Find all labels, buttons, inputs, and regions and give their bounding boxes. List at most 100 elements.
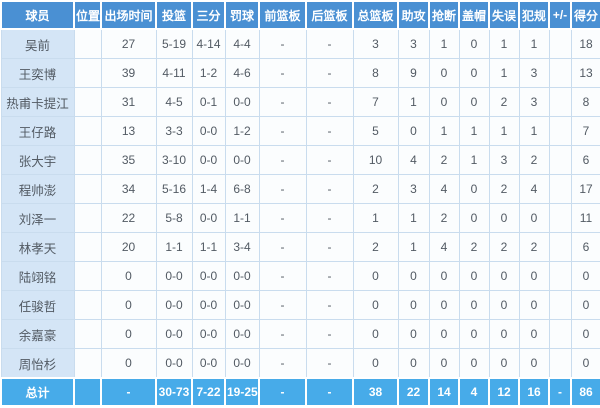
- cell-points: 7: [570, 116, 600, 146]
- cell-minutes: 0: [100, 319, 157, 349]
- cell-plus-minus: [548, 319, 572, 349]
- cell-plus-minus: [548, 87, 572, 117]
- cell-assists: 9: [397, 58, 430, 88]
- totals-cell-offensive-rebounds: -: [258, 377, 307, 407]
- cell-field-goals: 3-10: [155, 145, 193, 175]
- cell-minutes: 22: [100, 203, 157, 233]
- cell-minutes: 39: [100, 58, 157, 88]
- column-header-minutes: 出场时间: [100, 0, 157, 30]
- cell-steals: 0: [428, 348, 460, 379]
- cell-free-throws: 0-0: [224, 290, 260, 320]
- cell-field-goals: 0-0: [155, 348, 193, 379]
- cell-blocks: 0: [458, 58, 490, 88]
- cell-points: 13: [570, 58, 600, 88]
- cell-turnovers: 1: [488, 116, 520, 146]
- cell-steals: 0: [428, 58, 460, 88]
- cell-offensive-rebounds: -: [258, 174, 307, 204]
- cell-player: 周怡杉: [0, 348, 75, 379]
- cell-steals: 0: [428, 87, 460, 117]
- cell-steals: 2: [428, 203, 460, 233]
- cell-three-pointers: 0-0: [191, 319, 226, 349]
- cell-position: [73, 348, 102, 379]
- cell-total-rebounds: 3: [352, 28, 399, 59]
- column-header-offensive-rebounds: 前篮板: [258, 0, 307, 30]
- column-header-points: 得分: [570, 0, 600, 30]
- player-row: 吴前 27 5-19 4-14 4-4- -3 3 1 0 1 1 18: [0, 28, 600, 59]
- cell-position: [73, 116, 102, 146]
- cell-plus-minus: [548, 116, 572, 146]
- cell-defensive-rebounds: -: [305, 28, 354, 59]
- cell-plus-minus: [548, 203, 572, 233]
- cell-turnovers: 0: [488, 290, 520, 320]
- column-header-total-rebounds: 总篮板: [352, 0, 399, 30]
- cell-assists: 0: [397, 290, 430, 320]
- cell-fouls: 4: [518, 174, 550, 204]
- totals-cell-blocks: 4: [458, 377, 490, 407]
- cell-free-throws: 1-2: [224, 116, 260, 146]
- cell-points: 6: [570, 145, 600, 175]
- cell-turnovers: 0: [488, 203, 520, 233]
- cell-three-pointers: 0-0: [191, 348, 226, 379]
- cell-turnovers: 0: [488, 319, 520, 349]
- cell-blocks: 1: [458, 116, 490, 146]
- totals-cell-player: 总计: [0, 377, 75, 407]
- cell-field-goals: 5-19: [155, 28, 193, 59]
- totals-cell-assists: 22: [397, 377, 430, 407]
- cell-position: [73, 261, 102, 291]
- cell-defensive-rebounds: -: [305, 87, 354, 117]
- player-row: 程帅澎 34 5-16 1-4 6-8- -2 3 4 0 2 4 17: [0, 174, 600, 204]
- cell-offensive-rebounds: -: [258, 145, 307, 175]
- totals-cell-points: 86: [570, 377, 600, 407]
- cell-total-rebounds: 7: [352, 87, 399, 117]
- cell-position: [73, 145, 102, 175]
- cell-steals: 1: [428, 116, 460, 146]
- cell-player: 林孝天: [0, 232, 75, 262]
- cell-position: [73, 319, 102, 349]
- cell-three-pointers: 0-0: [191, 261, 226, 291]
- cell-field-goals: 4-5: [155, 87, 193, 117]
- cell-fouls: 0: [518, 261, 550, 291]
- cell-player: 余嘉豪: [0, 319, 75, 349]
- totals-row: 总计 -30-73 7-22 19-25- -38 22 14 4 12 16-86: [0, 377, 600, 407]
- cell-blocks: 0: [458, 348, 490, 379]
- cell-player: 陆翊铭: [0, 261, 75, 291]
- cell-defensive-rebounds: -: [305, 348, 354, 379]
- cell-player: 张大宇: [0, 145, 75, 175]
- cell-assists: 0: [397, 348, 430, 379]
- cell-steals: 1: [428, 28, 460, 59]
- cell-fouls: 0: [518, 290, 550, 320]
- cell-blocks: 0: [458, 290, 490, 320]
- column-header-blocks: 盖帽: [458, 0, 490, 30]
- cell-player: 任骏哲: [0, 290, 75, 320]
- cell-plus-minus: [548, 232, 572, 262]
- cell-free-throws: 0-0: [224, 261, 260, 291]
- cell-three-pointers: 4-14: [191, 28, 226, 59]
- cell-free-throws: 0-0: [224, 145, 260, 175]
- cell-total-rebounds: 0: [352, 348, 399, 379]
- cell-assists: 3: [397, 174, 430, 204]
- cell-steals: 2: [428, 145, 460, 175]
- cell-blocks: 0: [458, 28, 490, 59]
- cell-assists: 4: [397, 145, 430, 175]
- cell-steals: 0: [428, 290, 460, 320]
- totals-cell-steals: 14: [428, 377, 460, 407]
- cell-three-pointers: 0-0: [191, 290, 226, 320]
- cell-blocks: 1: [458, 145, 490, 175]
- cell-points: 0: [570, 319, 600, 349]
- cell-free-throws: 4-6: [224, 58, 260, 88]
- cell-turnovers: 1: [488, 58, 520, 88]
- cell-points: 18: [570, 28, 600, 59]
- cell-turnovers: 2: [488, 174, 520, 204]
- cell-player: 程帅澎: [0, 174, 75, 204]
- cell-minutes: 13: [100, 116, 157, 146]
- cell-fouls: 1: [518, 116, 550, 146]
- column-header-fouls: 犯规: [518, 0, 550, 30]
- player-row: 林孝天 20 1-1 1-1 3-4- -2 1 4 2 2 2 6: [0, 232, 600, 262]
- cell-fouls: 3: [518, 58, 550, 88]
- cell-three-pointers: 1-2: [191, 58, 226, 88]
- player-row: 王奕博 39 4-11 1-2 4-6- -8 9 0 0 1 3 13: [0, 58, 600, 88]
- cell-fouls: 0: [518, 203, 550, 233]
- totals-cell-field-goals: 30-73: [155, 377, 193, 407]
- totals-cell-position: [73, 377, 102, 407]
- cell-plus-minus: [548, 348, 572, 379]
